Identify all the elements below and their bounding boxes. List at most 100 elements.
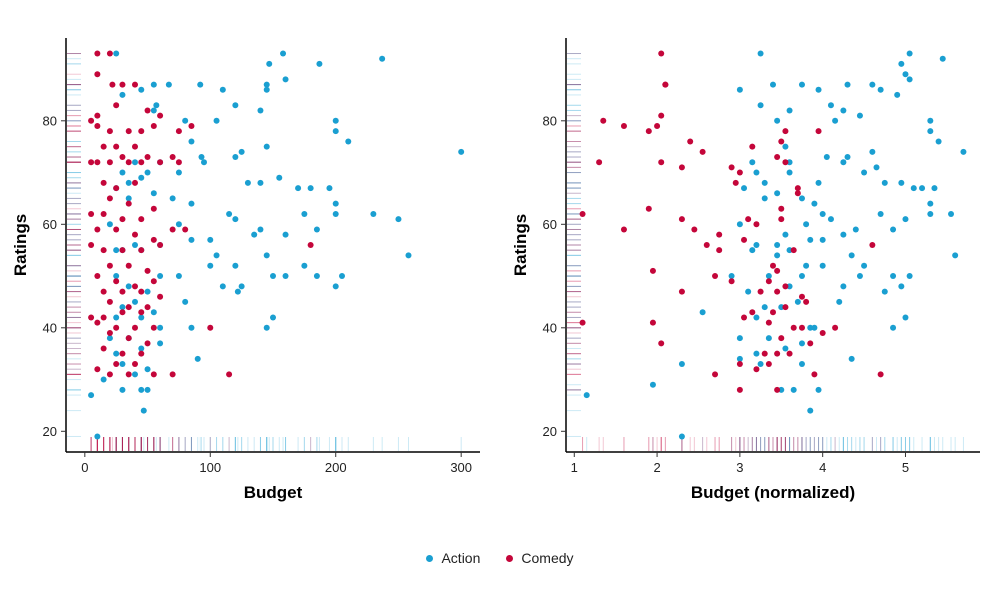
point-comedy bbox=[88, 210, 95, 217]
point-action bbox=[232, 154, 239, 161]
point-action bbox=[815, 179, 822, 186]
point-comedy bbox=[132, 361, 138, 368]
point-comedy bbox=[138, 350, 145, 357]
point-action bbox=[182, 117, 189, 124]
point-comedy bbox=[94, 71, 101, 78]
point-action bbox=[861, 262, 868, 269]
point-comedy bbox=[157, 112, 164, 119]
point-action bbox=[749, 159, 756, 166]
point-comedy bbox=[106, 329, 113, 336]
point-comedy bbox=[100, 314, 107, 321]
point-action bbox=[332, 210, 339, 217]
point-action bbox=[263, 81, 270, 88]
point-action bbox=[786, 283, 793, 290]
point-action bbox=[844, 81, 851, 88]
point-action bbox=[736, 86, 743, 93]
point-comedy bbox=[790, 324, 797, 331]
point-action bbox=[948, 210, 955, 217]
point-comedy bbox=[119, 81, 126, 88]
point-comedy bbox=[106, 298, 113, 305]
legend-dot-action-icon bbox=[426, 554, 434, 562]
point-action bbox=[301, 262, 308, 269]
point-action bbox=[165, 81, 172, 88]
point-action bbox=[774, 190, 781, 197]
point-action bbox=[316, 60, 323, 67]
point-comedy bbox=[132, 324, 138, 331]
point-comedy bbox=[182, 226, 189, 233]
point-comedy bbox=[150, 324, 157, 331]
point-action bbox=[313, 273, 320, 280]
point-comedy bbox=[761, 350, 768, 357]
point-action bbox=[307, 185, 314, 192]
point-comedy bbox=[169, 154, 176, 161]
point-comedy bbox=[645, 128, 652, 135]
point-comedy bbox=[716, 231, 723, 238]
point-comedy bbox=[157, 242, 164, 248]
point-comedy bbox=[620, 122, 627, 129]
point-action bbox=[902, 216, 909, 223]
y-tick-label: 60 bbox=[43, 217, 57, 232]
point-action bbox=[140, 407, 147, 414]
point-comedy bbox=[654, 122, 661, 129]
point-action bbox=[856, 112, 863, 119]
point-action bbox=[840, 231, 847, 238]
point-action bbox=[119, 386, 126, 393]
point-comedy bbox=[94, 122, 101, 129]
point-action bbox=[282, 231, 289, 238]
point-action bbox=[144, 288, 151, 295]
point-action bbox=[894, 91, 901, 98]
point-action bbox=[753, 314, 760, 321]
point-comedy bbox=[716, 247, 723, 254]
point-comedy bbox=[794, 190, 801, 197]
point-comedy bbox=[794, 185, 801, 192]
point-comedy bbox=[100, 210, 107, 217]
point-action bbox=[270, 273, 276, 280]
point-comedy bbox=[125, 335, 132, 342]
point-action bbox=[88, 392, 95, 399]
point-action bbox=[234, 288, 241, 295]
point-action bbox=[276, 174, 283, 181]
point-action bbox=[232, 216, 239, 223]
point-comedy bbox=[736, 361, 743, 368]
point-action bbox=[811, 324, 818, 331]
point-action bbox=[263, 143, 270, 150]
point-comedy bbox=[100, 179, 107, 186]
point-comedy bbox=[774, 386, 781, 393]
point-action bbox=[232, 102, 239, 109]
point-action bbox=[379, 55, 386, 62]
point-action bbox=[219, 86, 226, 93]
point-comedy bbox=[113, 361, 120, 368]
x-tick-label: 3 bbox=[736, 460, 743, 475]
x-tick-label: 200 bbox=[325, 460, 347, 475]
point-action bbox=[844, 154, 851, 161]
point-action bbox=[326, 185, 333, 192]
point-action bbox=[757, 361, 764, 368]
point-action bbox=[332, 200, 339, 207]
point-action bbox=[125, 195, 132, 202]
point-action bbox=[251, 231, 258, 238]
point-comedy bbox=[765, 361, 772, 368]
point-action bbox=[458, 148, 465, 155]
point-action bbox=[270, 314, 276, 321]
point-comedy bbox=[774, 288, 781, 295]
point-action bbox=[263, 324, 270, 331]
point-action bbox=[119, 169, 126, 176]
point-action bbox=[138, 314, 145, 321]
point-comedy bbox=[832, 324, 839, 331]
point-comedy bbox=[736, 169, 743, 176]
point-action bbox=[150, 309, 157, 316]
point-action bbox=[188, 236, 195, 243]
point-comedy bbox=[94, 112, 101, 119]
point-comedy bbox=[749, 143, 756, 150]
point-action bbox=[649, 381, 656, 388]
point-action bbox=[803, 221, 810, 228]
point-action bbox=[263, 252, 270, 259]
point-comedy bbox=[138, 309, 145, 316]
point-comedy bbox=[125, 159, 132, 166]
point-comedy bbox=[138, 159, 145, 166]
point-action bbox=[119, 304, 126, 311]
x-axis-title: Budget bbox=[244, 483, 303, 502]
point-action bbox=[207, 236, 214, 243]
point-action bbox=[138, 174, 145, 181]
point-action bbox=[119, 361, 126, 368]
